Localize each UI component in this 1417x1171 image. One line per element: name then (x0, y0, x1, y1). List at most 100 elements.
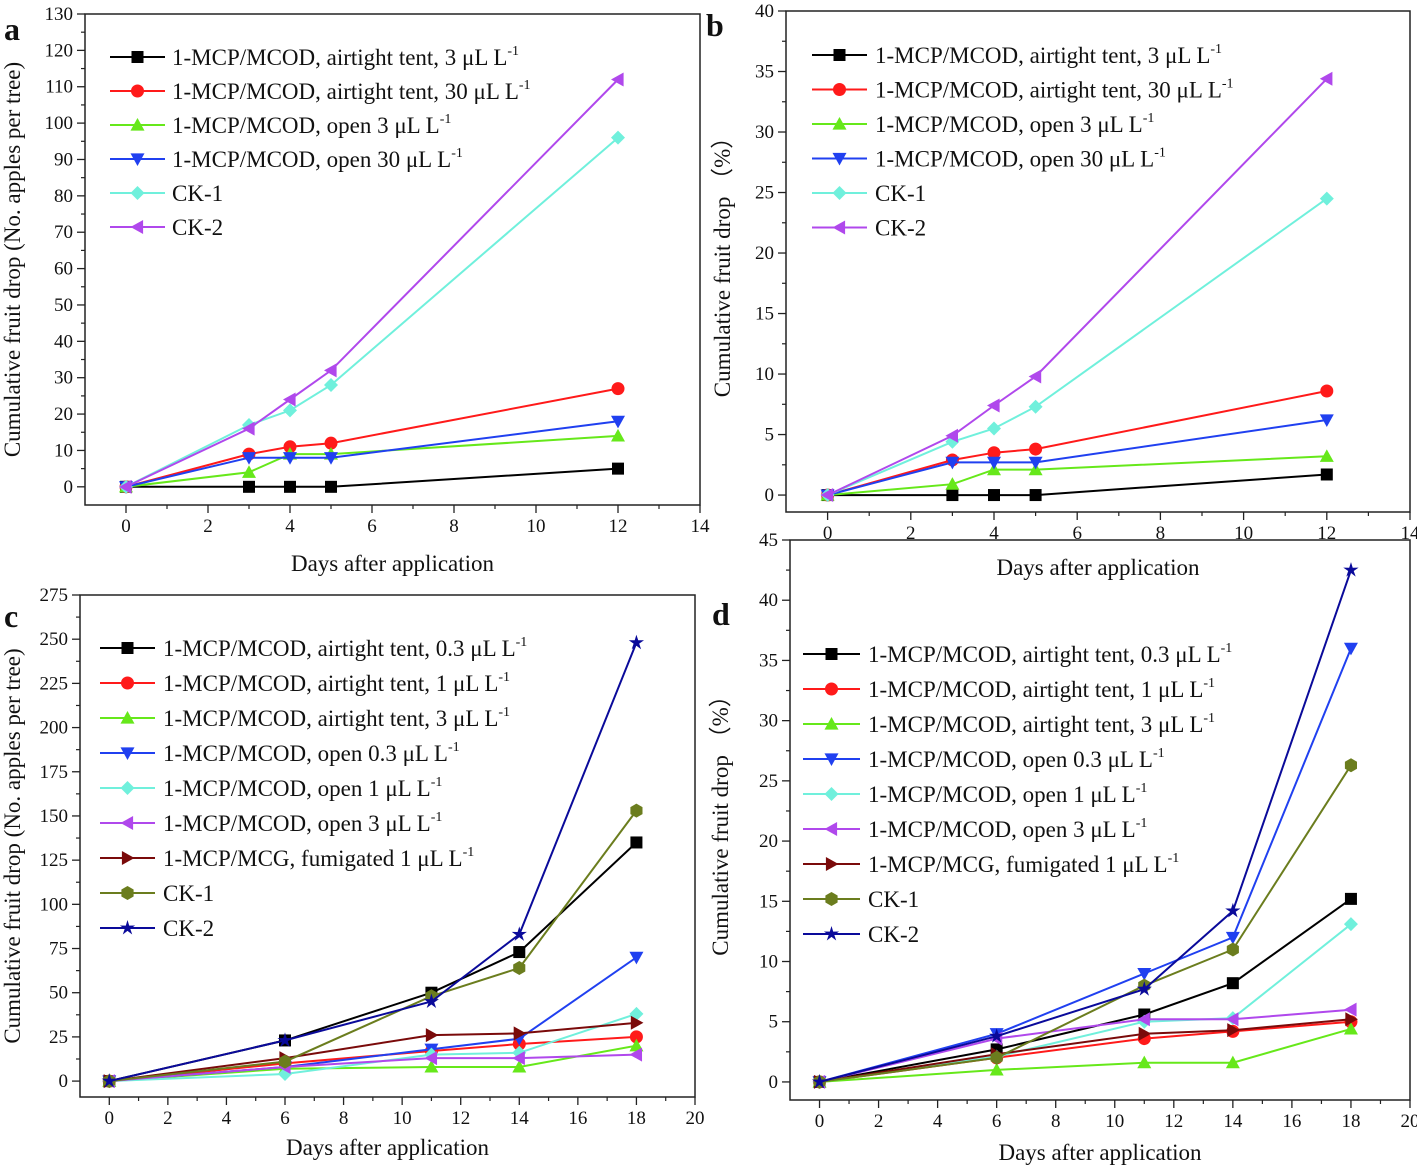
legend-label-text: 1-MCP/MCOD, open 1 μL L (163, 776, 431, 801)
legend-label-superscript: -1 (1168, 851, 1180, 866)
panel-letter: d (712, 596, 730, 632)
x-tick-label: 8 (1156, 523, 1166, 544)
x-tick-label: 10 (527, 516, 546, 537)
marker-square (612, 462, 624, 475)
marker-triangle-down (1319, 414, 1334, 428)
y-tick-label: 80 (54, 186, 73, 207)
legend-label-text: 1-MCP/MCOD, open 3 μL L (875, 112, 1143, 137)
legend-label-text: 1-MCP/MCOD, open 0.3 μL L (868, 747, 1153, 772)
marker-circle (1029, 442, 1043, 456)
legend: 1-MCP/MCOD, airtight tent, 3 μL L-11-MCP… (812, 42, 1234, 241)
marker-hexagon (630, 803, 643, 818)
marker-triangle-right (1345, 1012, 1358, 1027)
legend-label: 1-MCP/MCOD, open 3 μL L-1 (172, 112, 451, 138)
y-tick-label: 50 (49, 983, 68, 1004)
y-tick-label: 100 (40, 894, 69, 915)
series-line (827, 419, 1327, 497)
marker-triangle-down (945, 456, 960, 470)
marker-square (513, 946, 526, 959)
y-tick-label: 75 (49, 939, 68, 960)
marker-triangle-down (987, 456, 1001, 470)
marker-square (325, 480, 337, 493)
marker-diamond (611, 130, 625, 145)
marker-triangle-left (130, 220, 144, 234)
legend-label-superscript: -1 (463, 845, 475, 860)
marker-square (833, 49, 846, 61)
legend-label-text: 1-MCP/MCOD, airtight tent, 30 μL L (172, 79, 519, 104)
marker-circle (629, 1030, 643, 1044)
y-tick-label: 50 (54, 295, 73, 316)
marker-triangle-left (1343, 1002, 1357, 1017)
marker-star (119, 920, 136, 935)
x-tick-label: 8 (339, 1108, 349, 1129)
marker-circle (825, 682, 838, 696)
marker-triangle-down (611, 415, 625, 429)
marker-triangle-left (512, 1051, 525, 1066)
marker-diamond (987, 421, 1001, 436)
marker-triangle-up (424, 1059, 439, 1073)
legend: 1-MCP/MCOD, airtight tent, 0.3 μL L-11-M… (803, 641, 1232, 947)
marker-square (1344, 892, 1357, 905)
y-tick-label: 40 (755, 1, 774, 22)
x-tick-label: 4 (989, 523, 999, 544)
marker-triangle-up (512, 1059, 527, 1073)
legend-item: CK-1 (110, 181, 223, 206)
panel-letter: c (4, 598, 18, 634)
y-tick-label: 20 (759, 831, 778, 852)
x-tick-label: 6 (1072, 523, 1082, 544)
series-9 (101, 634, 644, 1088)
legend-item: 1-MCP/MCOD, airtight tent, 30 μL L-1 (812, 77, 1234, 103)
legend-label: CK-2 (163, 916, 214, 941)
y-tick-label: 45 (759, 530, 778, 551)
y-tick-label: 30 (759, 711, 778, 732)
y-tick-label: 35 (759, 650, 778, 671)
legend-item: 1-MCP/MCOD, open 1 μL L-1 (100, 775, 442, 801)
plot-frame (789, 539, 1411, 1101)
marker-triangle-left (1225, 1012, 1239, 1027)
series-line (819, 1027, 1352, 1083)
legend-label-text: CK-1 (163, 881, 214, 906)
legend-label-text: CK-2 (163, 916, 214, 941)
marker-triangle-up (824, 717, 839, 730)
marker-triangle-left (832, 220, 846, 235)
marker-triangle-left (324, 363, 337, 378)
legend-label-superscript: -1 (498, 670, 510, 685)
series-1 (821, 468, 1333, 502)
marker-circle (833, 83, 846, 96)
x-tick-label: 12 (1317, 523, 1336, 544)
legend-item: 1-MCP/MCOD, airtight tent, 3 μL L-1 (100, 705, 510, 731)
legend-item: CK-1 (803, 887, 919, 912)
panel-b: 0 2 4 6 8 10 12 14 0 5 10 15 20 25 30 35 40 Days after ap… (706, 1, 1417, 580)
legend-label-superscript: -1 (1136, 781, 1148, 796)
marker-triangle-right (630, 1015, 644, 1030)
x-tick-label: 10 (1105, 1111, 1124, 1132)
marker-triangle-down (283, 452, 297, 465)
y-tick-label: 40 (759, 590, 778, 611)
legend-label-text: 1-MCP/MCG, fumigated 1 μL L (163, 846, 463, 871)
legend-item: 1-MCP/MCOD, airtight tent, 3 μL L-1 (110, 44, 519, 70)
legend-item: 1-MCP/MCOD, open 0.3 μL L-1 (100, 740, 460, 766)
y-tick-label: 5 (769, 1012, 779, 1033)
marker-diamond (832, 186, 847, 200)
marker-triangle-up (832, 117, 847, 130)
marker-star (628, 634, 644, 650)
series-line (125, 78, 619, 488)
legend-label-superscript: -1 (516, 635, 528, 650)
series-3 (119, 428, 625, 493)
marker-hexagon (990, 1050, 1003, 1065)
marker-diamond (120, 781, 135, 795)
marker-triangle-up (989, 1062, 1004, 1076)
legend-label-superscript: -1 (1222, 77, 1234, 92)
x-tick-label: 8 (1051, 1111, 1061, 1132)
marker-triangle-down (120, 747, 135, 760)
y-tick-label: 20 (54, 404, 73, 425)
x-tick-label: 4 (933, 1111, 943, 1132)
marker-triangle-down (242, 452, 256, 465)
series-3 (812, 1021, 1358, 1088)
legend-label-text: 1-MCP/MCOD, airtight tent, 0.3 μL L (163, 636, 516, 661)
marker-diamond (130, 186, 145, 200)
marker-triangle-left (820, 488, 834, 503)
panel-a: 0 2 4 6 8 10 12 14 0 10 20 30 40 50 60 70 80 90 100 110 120 1… (0, 4, 710, 576)
x-tick-label: 2 (874, 1111, 884, 1132)
y-tick-label: 20 (755, 243, 774, 264)
